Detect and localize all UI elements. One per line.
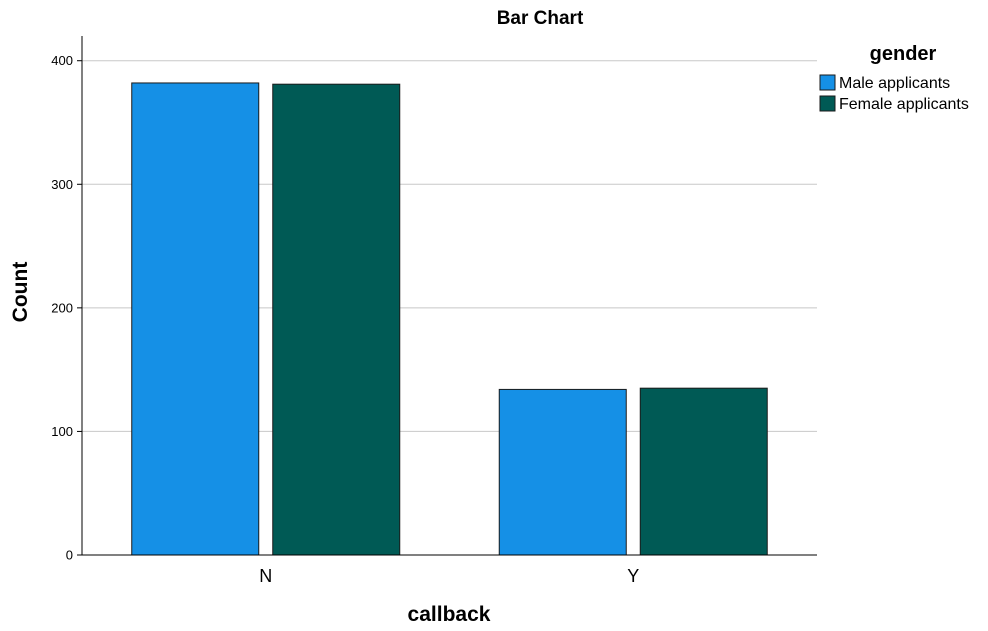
bar	[131, 82, 260, 556]
bar	[639, 387, 768, 556]
bar	[498, 388, 627, 556]
legend: gender Male applicants Female applicants	[819, 43, 969, 113]
x-tick-label: Y	[627, 566, 639, 586]
y-tick-label: 0	[66, 548, 73, 563]
x-tick-label: N	[259, 566, 272, 586]
y-tick-label: 100	[51, 424, 73, 439]
bars	[131, 82, 768, 556]
bar	[272, 83, 401, 556]
legend-title: gender	[870, 43, 937, 65]
y-tick-label: 200	[51, 300, 73, 315]
legend-swatch	[819, 95, 836, 112]
y-tick-label: 400	[51, 53, 73, 68]
legend-items: Male applicants Female applicants	[819, 74, 969, 113]
y-tick-label: 300	[51, 177, 73, 192]
legend-label: Female applicants	[839, 96, 969, 113]
legend-swatch	[819, 74, 836, 91]
chart-title: Bar Chart	[497, 8, 584, 29]
y-axis-ticks: 0 100 200 300 400	[51, 53, 82, 563]
y-axis-title: Count	[9, 262, 32, 323]
legend-label: Male applicants	[839, 75, 950, 92]
x-axis-title: callback	[408, 603, 491, 626]
